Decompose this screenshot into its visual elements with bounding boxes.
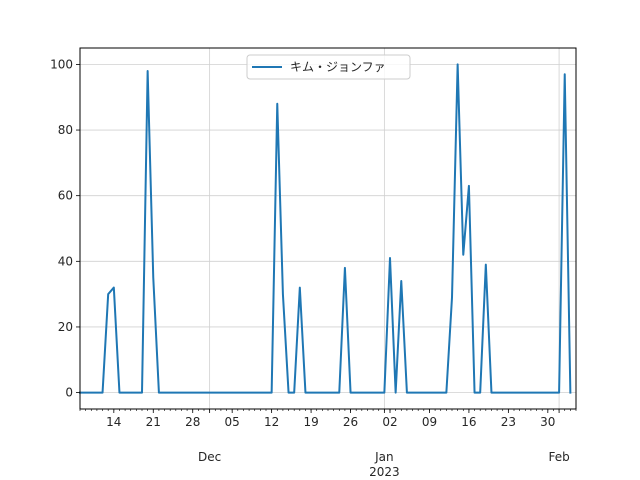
series-line bbox=[79, 63, 572, 394]
x-tick-label: 16 bbox=[461, 415, 476, 429]
x-month-label: Feb bbox=[548, 450, 569, 464]
x-tick-label: 21 bbox=[146, 415, 161, 429]
x-tick-label: 30 bbox=[540, 415, 555, 429]
x-tick-label: 14 bbox=[106, 415, 121, 429]
y-tick-label: 20 bbox=[58, 320, 73, 334]
x-year-label: 2023 bbox=[369, 465, 400, 479]
y-tick-label: 100 bbox=[50, 57, 73, 71]
x-axis: 14 21 28 05 12 19 26 02 09 16 23 30 Dec Jan Feb 2023 bbox=[79, 409, 577, 479]
y-tick-label: 80 bbox=[58, 123, 73, 137]
series-layer bbox=[79, 63, 572, 394]
x-tick-label: 19 bbox=[303, 415, 318, 429]
legend: キム・ジョンファ bbox=[246, 54, 411, 80]
legend-box bbox=[246, 54, 411, 80]
y-tick-label: 0 bbox=[65, 386, 73, 400]
legend-label: キム・ジョンファ bbox=[290, 60, 386, 74]
x-tick-label: 26 bbox=[343, 415, 358, 429]
y-tick-label: 60 bbox=[58, 189, 73, 203]
x-month-label: Jan bbox=[374, 450, 394, 464]
x-tick-label: 09 bbox=[422, 415, 437, 429]
x-tick-label: 23 bbox=[501, 415, 516, 429]
y-axis: 0 20 40 60 80 100 bbox=[50, 57, 80, 400]
x-tick-label: 28 bbox=[185, 415, 200, 429]
x-month-label: Dec bbox=[198, 450, 221, 464]
x-tick-label: 12 bbox=[264, 415, 279, 429]
y-tick-label: 40 bbox=[58, 254, 73, 268]
x-tick-label: 05 bbox=[225, 415, 240, 429]
x-tick-label: 02 bbox=[382, 415, 397, 429]
